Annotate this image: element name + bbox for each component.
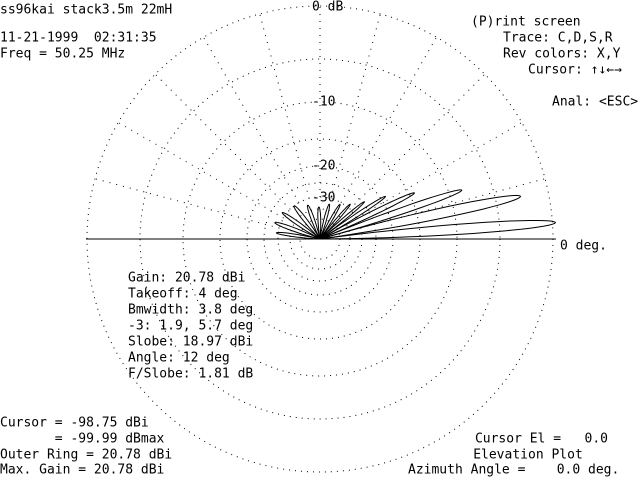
lobe [319, 192, 416, 240]
lobe [293, 205, 321, 240]
cursor-el: Cursor El = 0.0 [475, 432, 608, 447]
lobe [275, 232, 321, 240]
lobe [317, 206, 322, 240]
ring-label: -30 [312, 191, 335, 206]
cursor-max-readout: = -99.99 dBmax [0, 432, 165, 447]
cursor-readout: Cursor = -98.75 dBi [0, 416, 149, 431]
max-gain-readout: Max. Gain = 20.78 dBi [0, 463, 164, 478]
print-menu[interactable]: (P)rint screen [471, 15, 581, 30]
radiation-pattern [274, 189, 557, 240]
lobe [319, 196, 387, 240]
lobe [274, 221, 321, 240]
datetime: 11-21-1999 02:31:35 [0, 31, 157, 46]
azimuth: Azimuth Angle = 0.0 deg. [408, 463, 619, 478]
stat-line: Takeoff: 4 deg [128, 287, 238, 302]
outer-ring-readout: Outer Ring = 20.78 dBi [0, 448, 172, 463]
stat-line: Bmwidth: 3.8 deg [128, 303, 253, 318]
axis-label: 0 deg. [560, 239, 607, 254]
stat-line: Gain: 20.78 dBi [128, 271, 245, 286]
stat-line: F/Slobe: 1.81 dB [128, 367, 253, 382]
ring-label: -20 [312, 159, 335, 174]
ring-label: -10 [312, 95, 335, 110]
lobe [319, 189, 463, 240]
lobe [319, 201, 365, 240]
lobe [281, 211, 321, 240]
lobe [319, 203, 341, 240]
ring-label: 0 dB [312, 0, 343, 15]
lobe [319, 203, 351, 240]
trace-menu[interactable]: Trace: C,D,S,R [503, 31, 613, 46]
lobe [319, 195, 522, 240]
stat-line: Angle: 12 deg [128, 351, 230, 366]
stat-line: Slobe: 18.97 dBi [128, 335, 253, 350]
lobe [319, 220, 557, 240]
lobe [306, 204, 321, 240]
plot-type: Elevation Plot [473, 448, 583, 463]
lobe [319, 203, 331, 240]
colors-menu[interactable]: Rev colors: X,Y [503, 47, 621, 62]
title: ss96kai stack3.5m 22mH [0, 3, 172, 18]
stat-line: -3: 1.9, 5.7 deg [128, 319, 253, 334]
cursor-menu[interactable]: Cursor: ↑↓←→ [528, 63, 622, 78]
anal-menu[interactable]: Anal: <ESC> [552, 95, 638, 110]
frequency: Freq = 50.25 MHz [0, 47, 125, 62]
